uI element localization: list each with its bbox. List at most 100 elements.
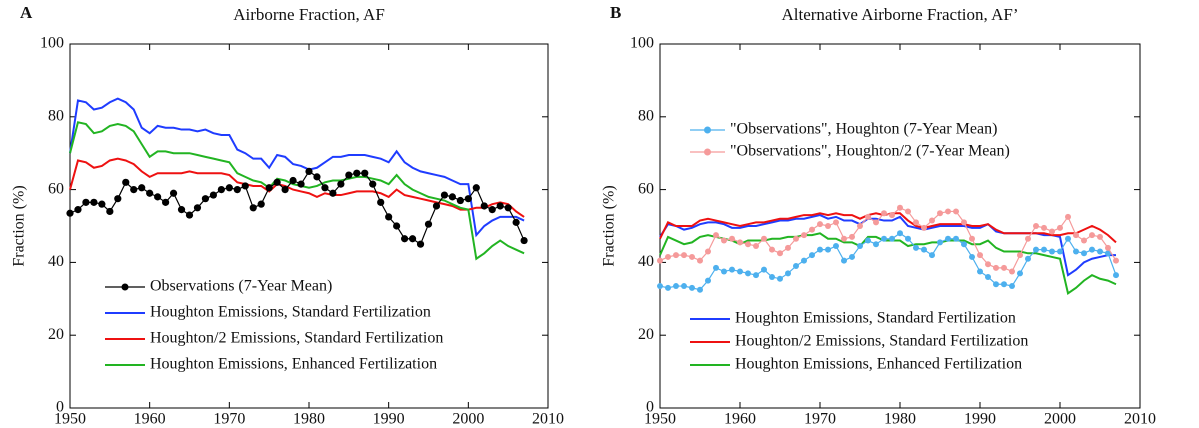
data-point <box>393 222 401 230</box>
data-point <box>345 171 353 179</box>
data-point <box>825 223 831 229</box>
data-point <box>769 273 775 280</box>
data-point <box>353 169 361 177</box>
data-point <box>106 207 114 216</box>
data-point <box>241 182 249 190</box>
y-tick-label: 40 <box>48 253 64 270</box>
data-point <box>777 250 783 257</box>
data-point <box>82 198 90 206</box>
data-point <box>1065 235 1071 242</box>
data-point <box>66 209 74 217</box>
data-point <box>265 184 273 192</box>
legend-label: Houghton/2 Emissions, Standard Fertiliza… <box>150 330 443 347</box>
data-point <box>209 191 217 199</box>
data-point <box>480 202 488 210</box>
data-point <box>785 270 791 277</box>
data-point <box>857 223 863 229</box>
data-point <box>801 257 807 264</box>
y-tick-label: 80 <box>48 107 64 124</box>
x-tick-label: 2010 <box>1124 411 1156 428</box>
x-tick-label: 2000 <box>1044 411 1076 428</box>
data-point <box>953 208 959 215</box>
data-point <box>1105 250 1111 257</box>
plot-frame <box>659 43 1141 409</box>
data-point <box>737 268 743 275</box>
data-point <box>98 200 106 208</box>
data-point <box>321 184 329 192</box>
data-point <box>1025 235 1031 242</box>
y-tick-label: 0 <box>56 399 64 416</box>
data-point <box>817 246 823 253</box>
data-point <box>146 189 154 197</box>
x-tick-label: 1980 <box>293 411 325 428</box>
data-point <box>865 213 871 220</box>
data-point <box>472 184 480 192</box>
data-point <box>122 178 130 186</box>
data-point <box>1001 281 1007 288</box>
series-line <box>69 157 525 218</box>
data-point <box>745 241 751 248</box>
data-point <box>1017 252 1023 259</box>
data-point <box>713 232 719 239</box>
data-point <box>249 204 257 212</box>
x-tick-label: 1970 <box>213 411 245 428</box>
panel-label: B <box>610 3 621 22</box>
data-point <box>849 233 855 240</box>
data-point <box>737 239 743 246</box>
x-tick-label: 2000 <box>452 411 484 428</box>
y-tick-label: 40 <box>638 253 654 270</box>
legend-marker <box>121 283 129 291</box>
data-point <box>1033 246 1039 253</box>
data-point <box>504 204 512 212</box>
data-point <box>905 208 911 215</box>
data-point <box>1057 224 1063 231</box>
data-point <box>1073 248 1079 255</box>
plot-frame <box>69 43 549 409</box>
data-point <box>897 230 903 237</box>
data-point <box>825 246 831 253</box>
data-point <box>1073 232 1079 239</box>
data-point <box>697 257 703 264</box>
data-point <box>201 195 210 203</box>
series-line <box>69 97 525 238</box>
data-point <box>961 241 967 248</box>
legend-label: Observations (7-Year Mean) <box>150 278 332 295</box>
data-point <box>833 243 839 250</box>
panel-label: A <box>20 3 33 22</box>
data-point <box>809 226 815 233</box>
data-point <box>665 284 671 291</box>
series-line <box>69 170 525 246</box>
series-line <box>659 207 1117 273</box>
y-axis-label: Fraction (%) <box>601 185 618 266</box>
data-point <box>154 193 162 201</box>
data-point <box>424 220 433 228</box>
data-point <box>729 266 735 273</box>
data-point <box>937 210 943 217</box>
legend-label: Houghton Emissions, Enhanced Fertilizati… <box>735 356 1022 373</box>
data-point <box>793 235 799 242</box>
data-point <box>130 186 138 194</box>
data-point <box>977 252 983 259</box>
data-point <box>162 198 170 206</box>
data-point <box>881 210 887 217</box>
series-line <box>659 212 1117 244</box>
y-tick-label: 100 <box>40 35 64 52</box>
data-point <box>681 283 687 290</box>
data-point <box>138 184 146 192</box>
data-point <box>937 239 943 246</box>
data-point <box>849 253 855 260</box>
data-point <box>705 248 711 255</box>
data-point <box>761 235 767 242</box>
data-point <box>729 235 735 242</box>
x-tick-label: 1980 <box>884 411 916 428</box>
legend-label: Houghton Emissions, Enhanced Fertilizati… <box>150 356 437 373</box>
data-point <box>1017 270 1023 277</box>
data-point <box>841 257 847 264</box>
y-axis-label: Fraction (%) <box>11 185 28 266</box>
data-point <box>337 180 345 188</box>
data-point <box>1089 232 1095 239</box>
data-point <box>1097 233 1103 240</box>
data-point <box>1041 246 1047 253</box>
data-point <box>665 253 671 260</box>
series-line <box>659 232 1117 291</box>
